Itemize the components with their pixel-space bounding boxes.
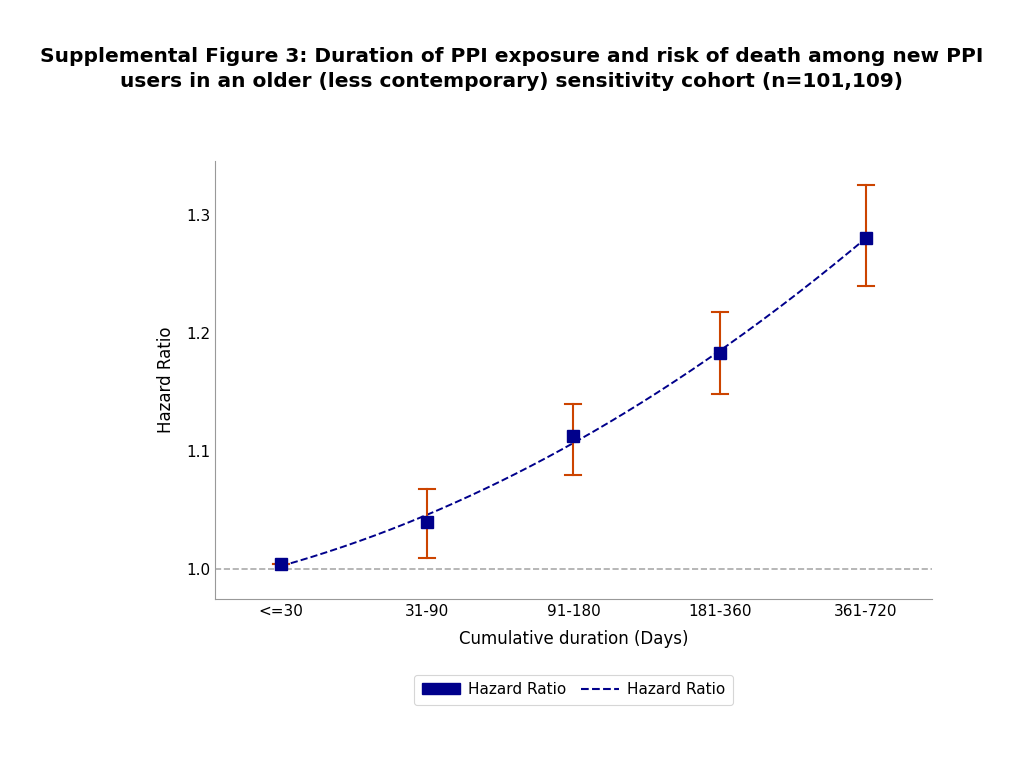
Hazard Ratio — [421, 518, 433, 527]
Hazard Ratio — [768, 306, 780, 316]
Legend: Hazard Ratio, Hazard Ratio: Hazard Ratio, Hazard Ratio — [414, 674, 733, 705]
Hazard Ratio — [860, 233, 872, 243]
Hazard Ratio — [633, 399, 645, 409]
Y-axis label: Hazard Ratio: Hazard Ratio — [157, 327, 175, 433]
Hazard Ratio — [276, 561, 289, 570]
Hazard Ratio — [274, 561, 287, 571]
Hazard Ratio — [567, 431, 580, 440]
Hazard Ratio — [860, 233, 872, 243]
Line: Hazard Ratio: Hazard Ratio — [274, 232, 872, 570]
Line: Hazard Ratio: Hazard Ratio — [281, 238, 866, 566]
Hazard Ratio — [805, 278, 817, 287]
X-axis label: Cumulative duration (Days): Cumulative duration (Days) — [459, 630, 688, 648]
Hazard Ratio — [622, 407, 634, 416]
Hazard Ratio — [714, 349, 726, 358]
Text: Supplemental Figure 3: Duration of PPI exposure and risk of death among new PPI
: Supplemental Figure 3: Duration of PPI e… — [40, 47, 984, 91]
Hazard Ratio — [623, 406, 635, 415]
Hazard Ratio — [274, 559, 287, 568]
